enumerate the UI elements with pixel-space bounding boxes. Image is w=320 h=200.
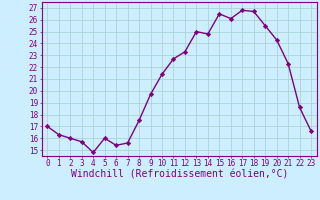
X-axis label: Windchill (Refroidissement éolien,°C): Windchill (Refroidissement éolien,°C)	[70, 170, 288, 180]
